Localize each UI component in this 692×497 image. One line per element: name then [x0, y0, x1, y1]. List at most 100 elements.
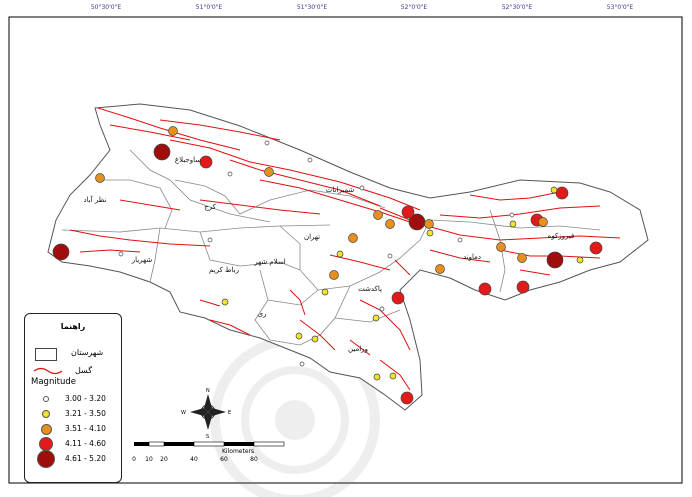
place-label: تهران	[303, 233, 321, 241]
compass-w: W	[181, 410, 186, 416]
earthquake-point	[576, 256, 584, 264]
earthquake-point	[359, 185, 365, 191]
earthquake-point	[311, 335, 319, 343]
compass-n: N	[206, 388, 210, 394]
place-label: فیروزکوه	[547, 232, 575, 240]
place-label: شهریار	[131, 256, 153, 264]
map-neatline	[8, 16, 683, 484]
magnitude-label: 3.21 - 3.50	[65, 409, 106, 418]
earthquake-point	[373, 373, 381, 381]
earthquake-point	[329, 270, 339, 280]
place-label: ورامین	[348, 345, 368, 353]
graticule-label-6: 53°0'0"E	[606, 4, 634, 11]
map-legend: راهنما شهرستان گسل Magnitude 3.00 - 3.20…	[24, 313, 122, 483]
fault-line	[109, 124, 191, 141]
earthquake-point	[168, 126, 178, 136]
compass-s: S	[206, 434, 209, 440]
magnitude-label: 4.61 - 5.20	[65, 454, 106, 463]
earthquake-point	[509, 212, 515, 218]
earthquake-point	[264, 167, 274, 177]
county-boundary	[259, 269, 319, 306]
earthquake-point	[550, 186, 558, 194]
fault-line	[199, 199, 321, 215]
county-symbol	[35, 348, 57, 361]
earthquake-point	[379, 306, 385, 312]
county-boundary	[100, 179, 173, 229]
graticule-label-2: 51°0'0"E	[195, 4, 223, 11]
scale-tick: 0	[132, 456, 136, 463]
earthquake-point	[387, 253, 393, 259]
earthquake-point	[589, 241, 603, 255]
legend-fault-label: گسل	[75, 366, 93, 375]
county-boundary	[334, 309, 401, 323]
fault-line	[439, 205, 601, 219]
place-label: شمیرانات	[325, 186, 355, 194]
earthquake-point	[478, 282, 492, 296]
fault-line	[349, 339, 371, 356]
place-label: رباط کریم	[209, 266, 239, 274]
earthquake-point	[538, 217, 548, 227]
county-boundary	[199, 231, 301, 271]
fault-line	[519, 269, 551, 276]
fault-line	[359, 299, 411, 351]
earthquake-point	[118, 251, 124, 257]
fault-line	[229, 159, 381, 207]
earthquake-point	[227, 171, 233, 177]
magnitude-symbol	[40, 423, 52, 435]
fault-symbol	[33, 367, 63, 375]
fault-line	[469, 191, 561, 201]
place-label: ری	[257, 310, 267, 318]
fault-line	[209, 319, 251, 336]
magnitude-symbol	[37, 450, 55, 468]
earthquake-point	[321, 288, 329, 296]
fault-line	[69, 229, 211, 247]
earthquake-point	[424, 219, 434, 229]
place-label: کرج	[204, 203, 216, 211]
earthquake-point	[307, 157, 313, 163]
earthquake-point	[336, 250, 344, 258]
county-boundary	[149, 227, 161, 283]
graticule-label-4: 52°0'0"E	[400, 4, 428, 11]
earthquake-point	[52, 243, 70, 261]
earthquake-point	[546, 251, 564, 269]
county-boundaries	[47, 103, 649, 411]
earthquake-point	[516, 280, 530, 294]
scale-unit: Kilometers	[222, 448, 255, 455]
fault-line	[429, 249, 491, 263]
magnitude-label: 3.51 - 4.10	[65, 424, 106, 433]
earthquake-point	[401, 205, 415, 219]
earthquake-point	[391, 291, 405, 305]
earthquake-point	[221, 298, 229, 306]
earthquake-point	[153, 143, 171, 161]
scale-tick: 60	[220, 456, 228, 463]
fault-line	[289, 289, 306, 316]
earthquake-point	[372, 314, 380, 322]
earthquake-point	[207, 237, 213, 243]
magnitude-label: 3.00 - 3.20	[65, 394, 106, 403]
earthquake-point	[457, 237, 463, 243]
fault-line	[199, 299, 221, 307]
county-boundary	[129, 149, 271, 223]
earthquake-point	[496, 242, 506, 252]
county-boundary	[429, 219, 601, 231]
magnitude-symbol	[42, 410, 50, 418]
place-label: پاکدشت	[358, 285, 382, 293]
magnitude-symbol	[39, 437, 53, 451]
earthquake-point	[348, 233, 358, 243]
place-label: دماوند	[462, 253, 482, 261]
compass-e: E	[228, 410, 231, 416]
county-boundary	[489, 209, 506, 293]
earthquake-point	[385, 219, 395, 229]
scale-tick: 10	[145, 456, 153, 463]
scale-tick: 40	[190, 456, 198, 463]
earthquake-point	[264, 140, 270, 146]
earthquake-point	[389, 372, 397, 380]
earthquake-point	[95, 173, 105, 183]
earthquake-point	[555, 186, 569, 200]
earthquake-point	[435, 264, 445, 274]
place-label: ساوجبلاغ	[174, 156, 202, 164]
place-label: اسلام شهر	[254, 258, 286, 266]
earthquake-point	[295, 332, 303, 340]
place-label: نظر آباد	[83, 196, 107, 204]
